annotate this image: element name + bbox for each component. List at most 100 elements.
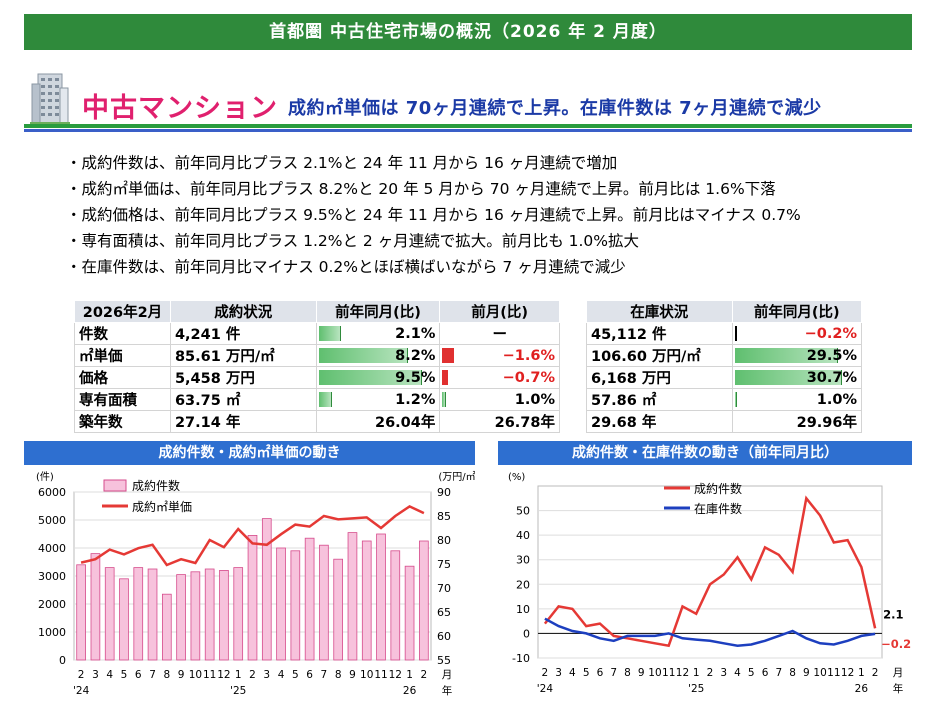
table-row: 価格 5,458 万円 9.5% −0.7% <box>74 366 560 389</box>
bar-value: 30.7% <box>806 369 857 386</box>
x-tick-label: 8 <box>624 667 631 679</box>
y-tick-label: 6000 <box>38 486 66 499</box>
bar-contracts <box>361 540 372 661</box>
table-row: ㎡単価 85.61 万円/㎡ 8.2% −1.6% <box>74 344 560 367</box>
bar-cell: 30.7% <box>731 366 863 389</box>
x-tick-label: 2 <box>707 667 714 679</box>
x-tick-label: 9 <box>178 669 185 681</box>
x-tick-label: 5 <box>583 667 590 679</box>
value-bar <box>734 348 839 363</box>
x-tick-label: 4 <box>278 669 285 681</box>
end-label-contracts: 2.1 <box>883 607 903 621</box>
bar-contracts <box>247 535 258 661</box>
y-axis-label: (件) <box>36 471 54 483</box>
bar-contracts <box>261 518 272 661</box>
bar-contracts <box>347 532 358 661</box>
value-bar-negative <box>734 326 737 341</box>
y2-tick-label: 75 <box>437 558 451 571</box>
bar-contracts <box>190 571 201 661</box>
bar-cell: 2.1% <box>315 322 441 345</box>
x-tick-label: 2 <box>249 669 256 681</box>
x-year-label: '24 <box>537 683 554 695</box>
value-bar <box>318 392 332 407</box>
y-tick-label: 0 <box>523 627 530 640</box>
x-tick-label: 7 <box>149 669 156 681</box>
table-row: 29.68 年 29.96年 <box>586 410 863 433</box>
bar-contracts <box>176 574 186 661</box>
table-header: 前年同月(比) <box>731 300 863 323</box>
x-tick-label: 8 <box>163 669 170 681</box>
x-tick-label: 4 <box>734 667 741 679</box>
row-value: 85.61 万円/㎡ <box>169 344 317 367</box>
table-row: 6,168 万円 30.7% <box>586 366 863 389</box>
line-unit-price <box>80 504 425 567</box>
page-banner: 首都圏 中古住宅市場の概況（2026 年 2 月度） <box>24 14 912 50</box>
line-stock-yoy <box>544 617 876 647</box>
x-tick-label: 7 <box>321 669 328 681</box>
x-tick-label: 11 <box>203 669 216 681</box>
bullet-item: ・専有面積は、前年同月比プラス 1.2%と 2 ヶ月連続で拡大。前月比も 1.0… <box>66 232 640 250</box>
x-tick-label: 1 <box>406 669 413 681</box>
x-tick-label: 9 <box>349 669 356 681</box>
y2-tick-label: 90 <box>437 486 451 499</box>
bar-contracts <box>104 567 115 661</box>
bar-contracts <box>376 533 386 661</box>
x-tick-label: 11 <box>662 667 675 679</box>
bar-contracts <box>133 567 144 661</box>
bar-value: −0.2% <box>804 325 857 342</box>
x-tick-label: 3 <box>92 669 99 681</box>
x-year-label: '25 <box>688 683 704 695</box>
apartment-building-icon <box>30 73 70 126</box>
row-value: 45,112 件 <box>586 322 733 345</box>
chart1-title: 成約件数・成約㎡単価の動き <box>24 441 475 465</box>
bar-value: 8.2% <box>395 347 436 364</box>
bar-cell: 1.0% <box>439 388 560 411</box>
bar-contracts <box>204 568 215 661</box>
bar-contracts <box>404 565 415 661</box>
yoy-value: 26.04年 <box>315 410 441 433</box>
legend-label: 成約㎡単価 <box>132 499 192 514</box>
end-label-stock: −0.2 <box>881 637 911 651</box>
bar-contracts <box>161 593 172 661</box>
bar-contracts <box>147 568 158 661</box>
bar-contracts <box>319 544 329 661</box>
x-tick-label: 1 <box>693 667 700 679</box>
x-tick-label: 2 <box>542 667 549 679</box>
y-tick-label: 20 <box>516 578 530 591</box>
y-tick-label: 2000 <box>38 598 66 611</box>
x-tick-label: 12 <box>217 669 230 681</box>
row-label: 価格 <box>74 366 171 389</box>
bullet-item: ・成約価格は、前年同月比プラス 9.5%と 24 年 11 月から 16 ヶ月連… <box>66 206 801 224</box>
x-tick-label: 12 <box>841 667 854 679</box>
y2-axis-label: (万円/㎡) <box>438 471 475 483</box>
row-value: 63.75 ㎡ <box>169 388 317 411</box>
bar-cell: 8.2% <box>315 344 441 367</box>
y-axis-label: (%) <box>508 472 525 483</box>
x-tick-label: 10 <box>813 667 826 679</box>
x-tick-label: 2 <box>421 669 428 681</box>
legend-label: 成約件数 <box>694 481 742 496</box>
y-tick-label: -10 <box>512 652 530 665</box>
bar-contracts <box>219 570 229 661</box>
bar-contracts <box>390 550 401 661</box>
x-tick-label: 3 <box>720 667 727 679</box>
bar-contracts <box>276 547 286 661</box>
value-bar <box>734 392 738 407</box>
bar-cell: 29.5% <box>731 344 863 367</box>
value-bar <box>318 370 422 385</box>
x-tick-label: 11 <box>827 667 840 679</box>
row-label: 築年数 <box>74 410 171 433</box>
value-bar <box>318 348 408 363</box>
bar-value: 9.5% <box>395 369 436 386</box>
x-tick-label: 4 <box>106 669 113 681</box>
contracts-price-chart: 0100020003000400050006000556065707580859… <box>36 471 475 697</box>
x-tick-label: 12 <box>676 667 689 679</box>
x-tick-label: 5 <box>748 667 755 679</box>
row-value: 4,241 件 <box>169 322 317 345</box>
bullet-item: ・在庫件数は、前年同月比マイナス 0.2%とほぼ横ばいながら 7 ヶ月連続で減少 <box>66 258 626 276</box>
table-row: 57.86 ㎡ 1.0% <box>586 388 863 411</box>
bar-contracts <box>119 578 129 661</box>
x-tick-label: 3 <box>555 667 562 679</box>
x-tick-label: 11 <box>374 669 387 681</box>
value-bar <box>318 326 342 341</box>
